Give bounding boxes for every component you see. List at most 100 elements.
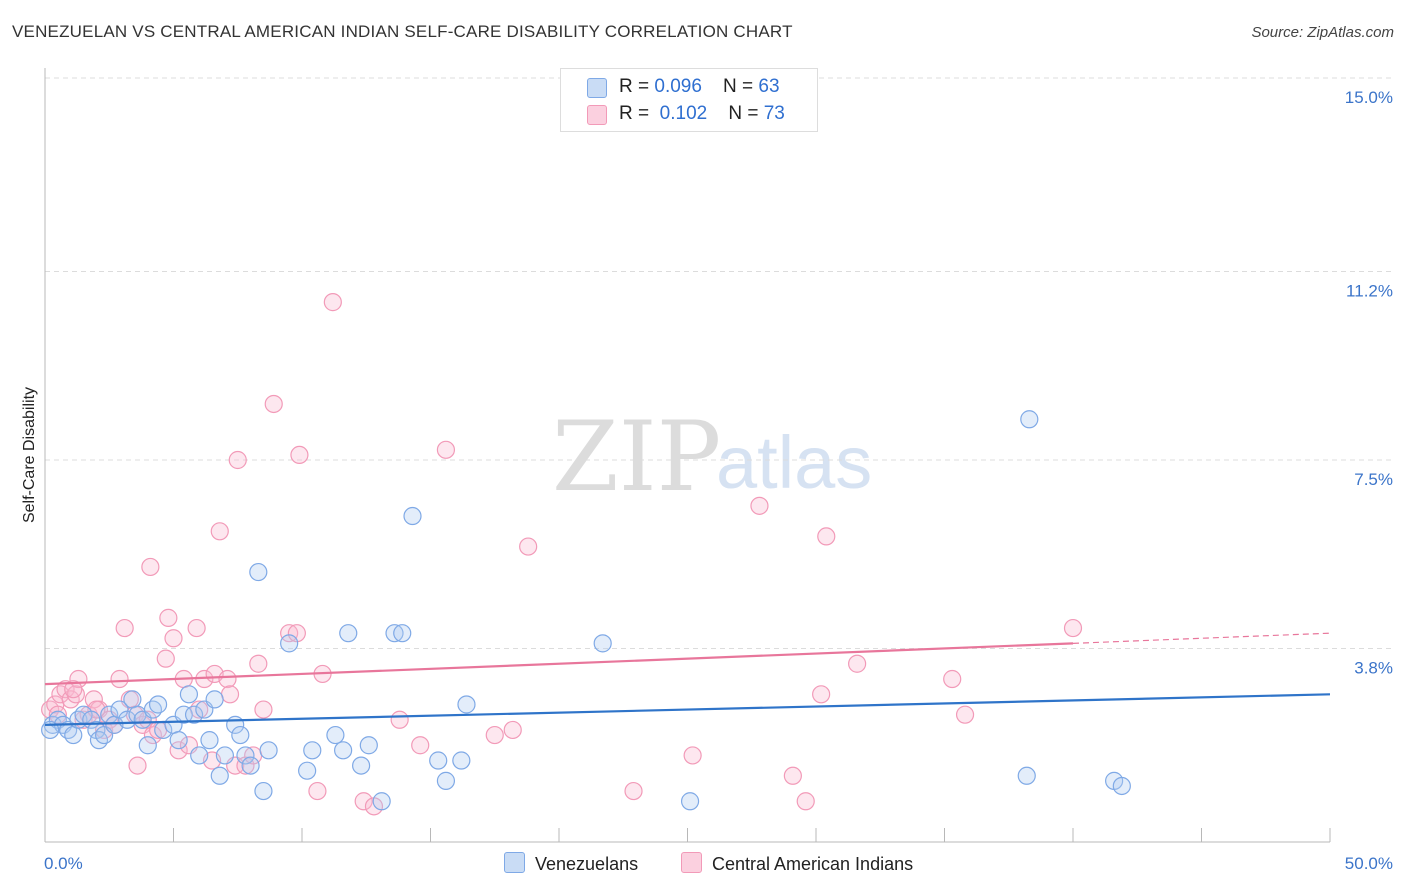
data-point <box>429 751 448 770</box>
data-point <box>593 634 612 653</box>
data-point <box>164 629 183 648</box>
data-point <box>750 496 769 515</box>
legend-n-label: N = <box>728 103 764 124</box>
gridlines <box>45 77 1392 649</box>
watermark-zip: ZIP <box>552 401 721 513</box>
data-point <box>354 792 373 811</box>
data-point <box>452 751 471 770</box>
correlation-legend: R = 0.096 N = 63 R = 0.102 N = 73 <box>560 68 818 132</box>
data-point <box>141 557 160 577</box>
legend-r-value: 0.102 <box>659 103 708 124</box>
series-central-american-indians-points <box>41 293 1083 816</box>
data-point <box>680 792 700 811</box>
axes <box>44 68 1331 843</box>
data-point <box>624 781 643 801</box>
data-point <box>264 394 283 414</box>
data-point <box>1063 618 1083 638</box>
data-point <box>411 736 430 755</box>
data-point <box>259 741 278 760</box>
data-point <box>228 450 247 470</box>
data-point <box>174 705 193 724</box>
watermark: ZIP atlas <box>552 401 872 513</box>
trend-lines <box>44 632 1331 726</box>
data-point <box>66 685 85 704</box>
trend-extension-series-1 <box>1072 632 1331 644</box>
data-point <box>812 685 831 704</box>
data-point <box>187 618 206 638</box>
legend-r-label: R = <box>619 76 655 97</box>
data-point <box>254 700 273 719</box>
legend-r-label: R = <box>619 103 655 124</box>
data-point <box>352 756 371 775</box>
series-venezuelans-points <box>41 410 1131 811</box>
data-point <box>323 293 342 312</box>
x-tick-label-min: 0.0% <box>44 854 83 873</box>
x-tick-label-max: 50.0% <box>1345 854 1393 873</box>
data-point <box>254 781 273 801</box>
bottom-legend-swatch-venezuelans <box>504 852 525 873</box>
data-point <box>393 624 412 643</box>
data-point <box>390 710 409 729</box>
data-point <box>190 746 209 765</box>
data-point <box>48 705 67 724</box>
data-point <box>359 736 378 755</box>
data-point <box>210 522 229 541</box>
data-point <box>236 756 255 775</box>
data-point <box>218 669 237 689</box>
data-point <box>783 766 802 785</box>
trend-line-series-1 <box>44 642 1074 686</box>
data-point <box>943 669 962 689</box>
chart-source: Source: ZipAtlas.com <box>1251 24 1394 41</box>
data-point <box>334 741 353 760</box>
data-point <box>372 792 391 811</box>
y-tick-label: 11.2% <box>1346 282 1393 301</box>
data-point <box>303 741 322 760</box>
data-point <box>205 690 224 709</box>
data-point <box>110 669 129 689</box>
trend-line-series-0 <box>44 693 1331 726</box>
data-point <box>249 562 268 582</box>
data-point <box>457 695 476 714</box>
data-point <box>241 756 260 775</box>
data-point <box>169 731 188 750</box>
data-point <box>817 527 836 546</box>
data-point <box>326 725 345 745</box>
y-tick-label: 15.0% <box>1345 88 1393 107</box>
legend-swatch-venezuelans <box>587 78 607 98</box>
data-point <box>169 741 188 760</box>
data-point <box>179 685 199 704</box>
data-point <box>287 624 306 643</box>
x-tick-labels: 0.0% 50.0% <box>44 854 1393 873</box>
bottom-legend-swatch-central-american-indians <box>681 852 702 873</box>
data-point <box>115 618 134 638</box>
data-point <box>156 649 175 668</box>
data-point <box>148 695 168 714</box>
data-point <box>236 746 255 765</box>
bottom-legend-label-venezuelans: Venezuelans <box>535 854 639 874</box>
data-point <box>1112 776 1131 796</box>
y-tick-labels: 3.8% 7.5% 11.2% 15.0% <box>1345 88 1393 677</box>
data-point <box>955 705 975 724</box>
data-point <box>184 705 204 724</box>
data-point <box>159 608 178 627</box>
data-point <box>519 537 538 556</box>
legend-r-value: 0.096 <box>654 76 702 97</box>
bottom-legend-venezuelans: Venezuelans <box>504 852 638 875</box>
data-point <box>503 720 522 740</box>
data-point <box>215 746 234 765</box>
data-point <box>1017 766 1036 785</box>
data-point <box>298 761 317 780</box>
data-point <box>280 624 299 643</box>
data-point <box>110 700 129 719</box>
data-point <box>485 725 504 745</box>
data-point <box>231 725 250 745</box>
data-point <box>200 731 219 750</box>
data-point <box>123 690 142 709</box>
data-point <box>436 771 456 790</box>
data-point <box>143 725 163 745</box>
watermark-atlas: atlas <box>716 421 872 504</box>
data-point <box>138 736 157 755</box>
bottom-legend-label-central-american-indians: Central American Indians <box>712 854 914 874</box>
data-point <box>436 440 456 459</box>
data-point <box>339 624 358 643</box>
